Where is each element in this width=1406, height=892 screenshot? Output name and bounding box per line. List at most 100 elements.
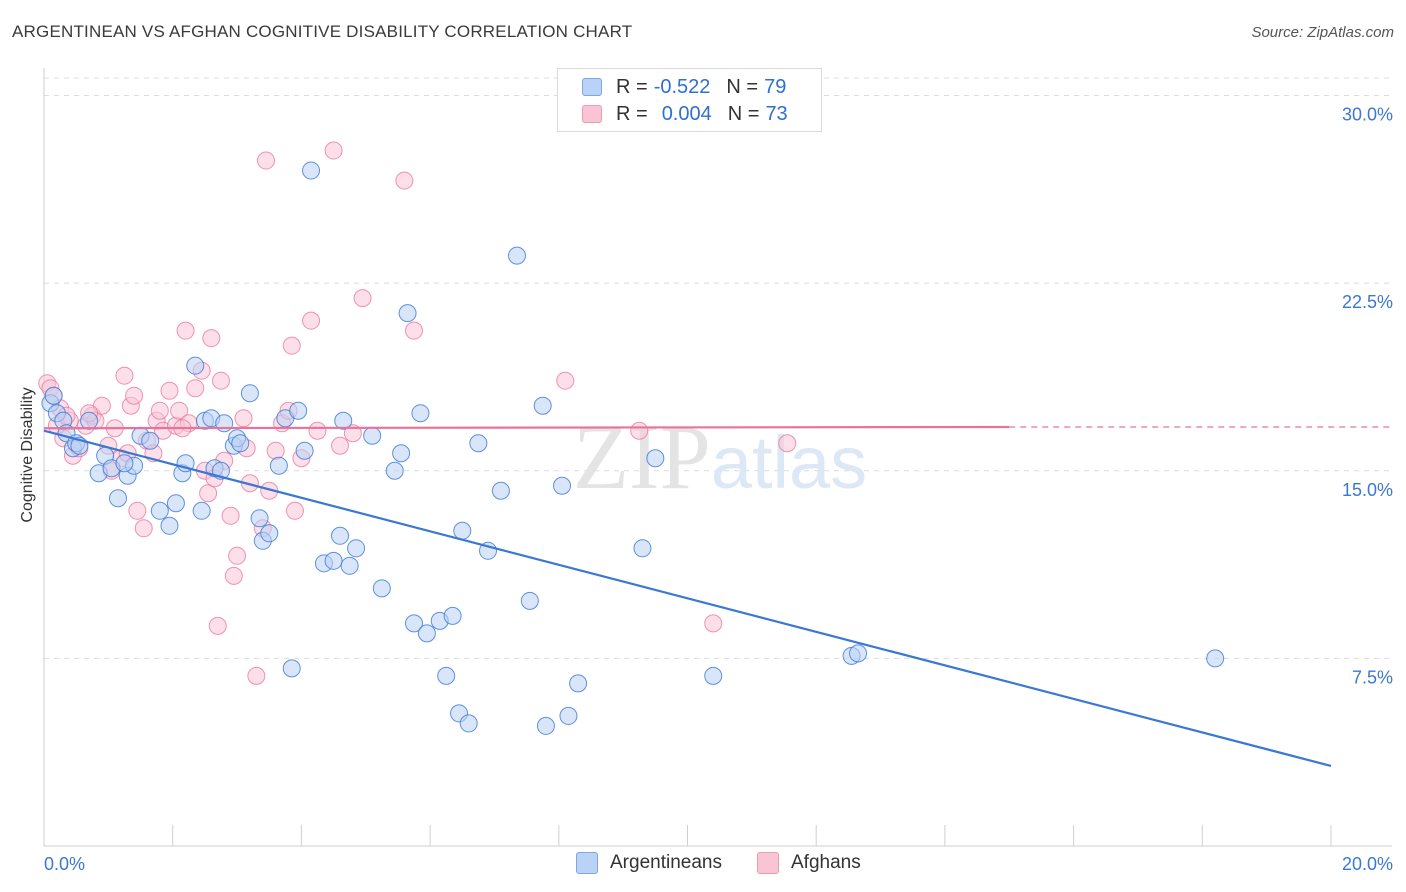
legend-swatch-blue: [576, 852, 598, 874]
legend-swatch-pink: [582, 105, 602, 123]
argentinean-point: [186, 356, 205, 375]
argentinean-point: [260, 524, 279, 543]
argentinean-point: [411, 404, 430, 423]
argentinean-point: [533, 396, 552, 415]
afghan-point: [221, 506, 240, 525]
tick-labels: 7.5% 15.0% 22.5% 30.0% 0.0% 20.0%: [44, 105, 1393, 874]
argentinean-point: [553, 476, 572, 495]
argentinean-point: [340, 556, 359, 575]
argentinean-point: [115, 454, 134, 473]
argentinean-point: [282, 659, 301, 678]
afghan-point: [343, 424, 362, 443]
legend-item-argentineans[interactable]: Argentineans: [576, 852, 722, 874]
gridlines: [44, 77, 1392, 659]
legend-n-label: N =: [726, 75, 759, 98]
legend-row-afghans: R = 0.004 N = 73: [582, 101, 788, 127]
y-tick-label: 22.5%: [1342, 292, 1393, 312]
argentinean-point: [417, 624, 436, 643]
legend-n-label: N =: [727, 102, 760, 125]
afghan-point: [247, 666, 266, 685]
legend-swatch-blue: [582, 78, 602, 96]
argentinean-point: [215, 414, 234, 433]
argentinean-point: [109, 489, 128, 508]
argentineans-trend-line: [43, 429, 1332, 768]
argentinean-point: [569, 674, 588, 693]
argentinean-point: [289, 401, 308, 420]
argentinean-point: [536, 716, 555, 735]
argentinean-point: [491, 481, 510, 500]
argentinean-point: [405, 614, 424, 633]
series-legend: Argentineans Afghans: [0, 852, 1406, 878]
afghan-point: [704, 614, 723, 633]
afghans-trend-line: [43, 425, 1010, 430]
argentinean-point: [150, 501, 169, 520]
afghan-point: [257, 151, 276, 170]
afghan-point: [170, 401, 189, 420]
argentinean-point: [633, 539, 652, 558]
afghan-point: [176, 321, 195, 340]
source-credit: Source: ZipAtlas.com: [1251, 24, 1394, 41]
argentinean-point: [302, 161, 321, 180]
legend-label-argentineans: Argentineans: [610, 852, 722, 873]
argentinean-point: [443, 606, 462, 625]
afghan-point: [405, 321, 424, 340]
afghan-point: [282, 336, 301, 355]
afghan-point: [353, 289, 372, 308]
axes: [43, 68, 1392, 847]
argentinean-point: [704, 666, 723, 685]
argentinean-point: [507, 246, 526, 265]
argentinean-point: [437, 666, 456, 685]
afghan-point: [228, 546, 247, 565]
legend-r-value: -0.522: [653, 75, 711, 98]
y-tick-label: 30.0%: [1342, 105, 1393, 125]
argentinean-point: [160, 516, 179, 535]
x-tick-label: 20.0%: [1342, 854, 1393, 874]
argentinean-point: [192, 501, 211, 520]
afghan-point: [234, 409, 253, 428]
legend-row-argentineans: R = -0.522 N = 79: [582, 74, 786, 100]
afghan-point: [331, 436, 350, 455]
argentinean-point: [385, 461, 404, 480]
afghan-point: [224, 566, 243, 585]
legend-item-afghans[interactable]: Afghans: [757, 852, 861, 874]
afghan-point: [302, 311, 321, 330]
argentinean-point: [250, 509, 269, 528]
argentinean-point: [269, 456, 288, 475]
legend-n-value: 79: [764, 75, 787, 98]
afghan-point: [308, 421, 327, 440]
afghan-point: [778, 434, 797, 453]
argentinean-point: [398, 304, 417, 323]
argentinean-point: [324, 551, 343, 570]
argentinean-point: [141, 431, 160, 450]
argentinean-point: [392, 444, 411, 463]
afghan-point: [395, 171, 414, 190]
legend-r-label: R =: [616, 102, 648, 125]
afghan-point: [630, 421, 649, 440]
y-tick-label: 15.0%: [1342, 480, 1393, 500]
afghan-point: [160, 381, 179, 400]
argentinean-point: [44, 386, 63, 405]
argentinean-point: [331, 526, 350, 545]
argentinean-point: [240, 384, 259, 403]
afghan-point: [128, 501, 147, 520]
afghan-point: [150, 401, 169, 420]
legend-r-value: 0.004: [661, 102, 712, 125]
legend-n-value: 73: [765, 102, 788, 125]
argentinean-point: [559, 706, 578, 725]
afghan-point: [556, 371, 575, 390]
argentinean-point: [363, 426, 382, 445]
argentinean-point: [453, 521, 472, 540]
argentinean-point: [372, 579, 391, 598]
chart-title: ARGENTINEAN VS AFGHAN COGNITIVE DISABILI…: [12, 22, 633, 41]
argentinean-point: [469, 434, 488, 453]
argentinean-point: [295, 441, 314, 460]
correlation-legend: R = -0.522 N = 79 R = 0.004 N = 73: [557, 68, 822, 132]
argentinean-point: [231, 434, 250, 453]
y-tick-label: 7.5%: [1352, 667, 1393, 687]
argentinean-point: [1206, 649, 1225, 668]
afghan-point: [285, 501, 304, 520]
afghan-point: [211, 371, 230, 390]
argentinean-point: [459, 714, 478, 733]
afghan-point: [115, 366, 134, 385]
